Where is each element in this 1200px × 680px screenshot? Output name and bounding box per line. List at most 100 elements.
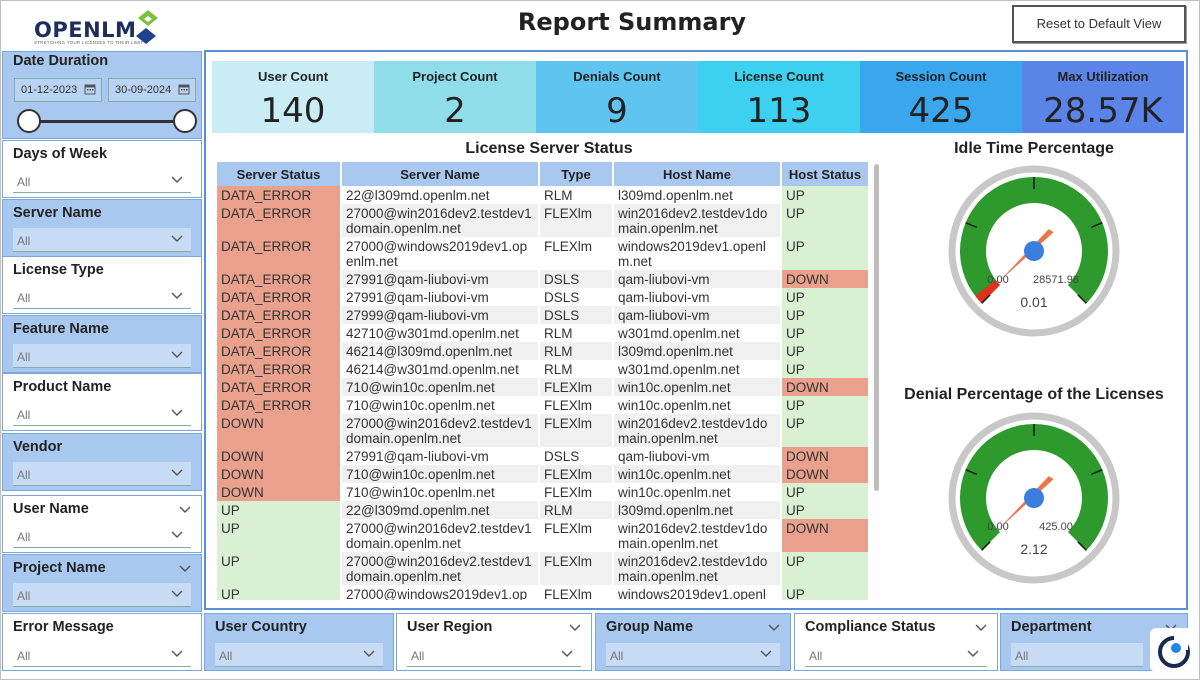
cell-server-name: 27991@qam-liubovi-vm xyxy=(341,270,540,288)
column-header-host-status[interactable]: Host Status xyxy=(781,162,869,186)
end-date-input[interactable]: 30-09-2024 xyxy=(108,78,196,102)
error-message-dropdown[interactable]: All xyxy=(13,643,191,667)
table-row[interactable]: DOWN 27000@win2016dev2.testdev1domain.ope… xyxy=(217,414,869,447)
column-header-host-name[interactable]: Host Name xyxy=(613,162,782,186)
group-name-dropdown[interactable]: All xyxy=(606,643,780,667)
chevron-down-icon[interactable] xyxy=(171,348,183,360)
table-row[interactable]: DATA_ERROR 710@win10c.openlm.net FLEXlm win… xyxy=(217,396,869,414)
column-header-server-status[interactable]: Server Status xyxy=(217,162,342,186)
table-row[interactable]: DATA_ERROR 27999@qam-liubovi-vm DSLS qam-li… xyxy=(217,306,869,324)
cell-server-status: DOWN xyxy=(217,465,342,483)
calendar-icon[interactable] xyxy=(178,83,190,95)
chevron-down-icon[interactable] xyxy=(179,564,191,574)
kpi-card-license-count: License Count 113 xyxy=(698,61,860,133)
chevron-down-icon[interactable] xyxy=(171,232,183,244)
chevron-down-icon[interactable] xyxy=(768,623,780,633)
chevron-down-icon[interactable] xyxy=(179,505,191,515)
kpi-value: 425 xyxy=(908,91,974,131)
dropdown-value: All xyxy=(17,530,31,544)
feature-name-dropdown[interactable]: All xyxy=(13,344,191,368)
gauge-outer-ring xyxy=(948,412,1120,584)
cell-host-name: qam-liubovi-vm xyxy=(613,270,782,288)
gauge-min-label: 0.00 xyxy=(987,521,1008,533)
calendar-icon[interactable] xyxy=(84,83,96,95)
table-row[interactable]: DATA_ERROR 710@win10c.openlm.net FLEXlm win… xyxy=(217,378,869,396)
product-name-slicer: Product Name All xyxy=(2,373,202,431)
table-row[interactable]: DATA_ERROR 27000@windows2019dev1.openlm.n… xyxy=(217,237,869,270)
table-row[interactable]: DATA_ERROR 42710@w301md.openlm.net RLM w301… xyxy=(217,324,869,342)
table-row[interactable]: DOWN 710@win10c.openlm.net FLEXlm win10c.op… xyxy=(217,483,869,501)
cell-type: RLM xyxy=(539,342,614,360)
logo-mark-icon xyxy=(136,10,158,44)
cell-type: FLEXlm xyxy=(539,585,614,600)
cell-host-status: UP xyxy=(781,552,869,585)
chevron-down-icon[interactable] xyxy=(561,647,573,659)
product-name-dropdown[interactable]: All xyxy=(13,402,191,426)
chevron-down-icon[interactable] xyxy=(171,647,183,659)
table-row[interactable]: DATA_ERROR 46214@w301md.openlm.net RLM w301… xyxy=(217,360,869,378)
slicer-title: User Name xyxy=(13,501,89,517)
chevron-down-icon[interactable] xyxy=(171,528,183,540)
chevron-down-icon[interactable] xyxy=(967,647,979,659)
column-header-server-name[interactable]: Server Name xyxy=(341,162,540,186)
chevron-down-icon[interactable] xyxy=(171,406,183,418)
gauge-tick xyxy=(981,294,991,304)
date-range-end-handle[interactable] xyxy=(173,109,197,133)
cell-host-name: win2016dev2.testdev1domain.openlm.net xyxy=(613,414,782,447)
table-row[interactable]: DATA_ERROR 27000@win2016dev2.testdev1doma… xyxy=(217,204,869,237)
table-scrollbar[interactable] xyxy=(874,164,879,491)
department-dropdown[interactable]: All xyxy=(1011,643,1143,667)
table-row[interactable]: DOWN 710@win10c.openlm.net FLEXlm win10c.op… xyxy=(217,465,869,483)
chevron-down-icon[interactable] xyxy=(171,466,183,478)
column-header-type[interactable]: Type xyxy=(539,162,614,186)
date-range-start-handle[interactable] xyxy=(17,109,41,133)
table-row[interactable]: DOWN 27991@qam-liubovi-vm DSLS qam-liubovi-… xyxy=(217,447,869,465)
slicer-title: Compliance Status xyxy=(805,619,936,635)
cell-server-name: 27000@win2016dev2.testdev1domain.openlm.… xyxy=(341,519,540,552)
table-row[interactable]: UP27000@windows2019dev1.openlm.netFLEXlm… xyxy=(217,585,869,600)
slicer-title: User Country xyxy=(215,619,307,635)
table-row[interactable]: DATA_ERROR 27991@qam-liubovi-vm DSLS qam-li… xyxy=(217,288,869,306)
license-type-dropdown[interactable]: All xyxy=(13,285,191,309)
chevron-down-icon[interactable] xyxy=(171,173,183,185)
cell-host-status: UP xyxy=(781,288,869,306)
assistant-launcher[interactable] xyxy=(1150,628,1194,672)
compliance-status-dropdown[interactable]: All xyxy=(805,643,987,667)
days-of-week-dropdown[interactable]: All xyxy=(13,169,191,193)
user-region-slicer: User Region All xyxy=(396,613,592,671)
table-row[interactable]: UP 27000@win2016dev2.testdev1domain.openl… xyxy=(217,552,869,585)
vendor-dropdown[interactable]: All xyxy=(13,462,191,486)
reset-default-view-button[interactable]: Reset to Default View xyxy=(1012,5,1186,43)
denial-percentage-gauge: 0.00 425.00 2.12 xyxy=(948,412,1120,584)
table-row[interactable]: DATA_ERROR 27991@qam-liubovi-vm DSLS qam-li… xyxy=(217,270,869,288)
table-row[interactable]: UP 22@l309md.openlm.net RLM l309md.openlm.n… xyxy=(217,501,869,519)
logo-tagline: STRETCHING YOUR LICENSES TO THEIR LIMIT xyxy=(34,40,144,45)
dropdown-value: All xyxy=(17,175,31,189)
cell-server-name: 27000@windows2019dev1.openlm.net xyxy=(341,585,540,600)
idle-time-gauge: 0.00 28571.98 0.01 xyxy=(948,165,1120,337)
table-row[interactable]: DATA_ERROR 46214@l309md.openlm.net RLM l309… xyxy=(217,342,869,360)
table-row[interactable]: DATA_ERROR 22@l309md.openlm.net RLM l309md.… xyxy=(217,186,869,204)
chevron-down-icon[interactable] xyxy=(171,289,183,301)
cell-type: RLM xyxy=(539,501,614,519)
chevron-down-icon[interactable] xyxy=(171,587,183,599)
user-name-dropdown[interactable]: All xyxy=(13,524,191,548)
chevron-down-icon[interactable] xyxy=(760,647,772,659)
chevron-down-icon[interactable] xyxy=(363,647,375,659)
gauge-value-label: 2.12 xyxy=(1020,541,1047,557)
project-name-dropdown[interactable]: All xyxy=(13,583,191,607)
user-country-dropdown[interactable]: All xyxy=(215,643,383,667)
kpi-label: Project Count xyxy=(412,69,498,84)
date-range-track[interactable] xyxy=(28,120,184,123)
dropdown-value: All xyxy=(1015,649,1029,663)
cell-type: FLEXlm xyxy=(539,378,614,396)
kpi-label: Denials Count xyxy=(573,69,661,84)
assistant-icon[interactable] xyxy=(1150,628,1194,672)
table-row[interactable]: UP 27000@win2016dev2.testdev1domain.openl… xyxy=(217,519,869,552)
user-region-dropdown[interactable]: All xyxy=(407,643,581,667)
start-date-input[interactable]: 01-12-2023 xyxy=(14,78,102,102)
server-name-dropdown[interactable]: All xyxy=(13,228,191,252)
gauge-min-label: 0.00 xyxy=(987,274,1008,286)
chevron-down-icon[interactable] xyxy=(569,623,581,633)
chevron-down-icon[interactable] xyxy=(975,623,987,633)
